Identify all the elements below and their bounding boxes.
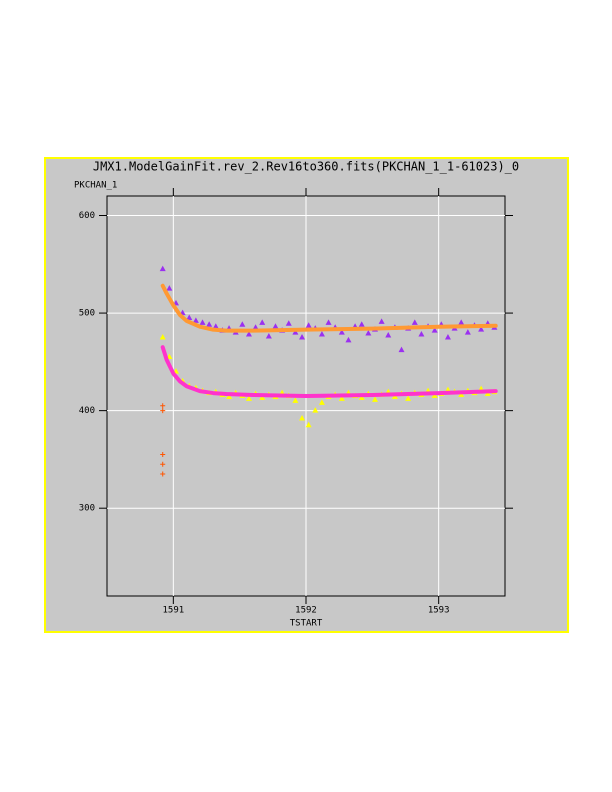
data-point xyxy=(305,421,312,428)
data-point xyxy=(160,403,166,409)
data-point xyxy=(292,397,299,403)
data-point xyxy=(299,333,306,340)
data-point xyxy=(325,319,332,325)
data-point xyxy=(371,396,378,402)
y-tick-label: 600 xyxy=(79,211,95,221)
data-point xyxy=(160,461,166,467)
data-point xyxy=(358,394,365,400)
x-axis-label: TSTART xyxy=(290,619,323,629)
data-point xyxy=(338,329,345,335)
data-point xyxy=(431,392,438,398)
data-point xyxy=(186,314,193,320)
data-point xyxy=(259,319,266,325)
data-point xyxy=(272,323,279,329)
data-point xyxy=(365,330,372,336)
data-point xyxy=(160,408,166,414)
data-point xyxy=(345,336,352,343)
data-point xyxy=(245,395,252,401)
y-tick-label: 300 xyxy=(79,504,95,514)
data-point xyxy=(226,393,233,399)
data-point xyxy=(312,407,319,413)
data-point xyxy=(358,321,365,327)
data-point xyxy=(212,323,219,329)
data-point xyxy=(378,318,385,324)
x-tick-label: 1593 xyxy=(428,606,450,616)
data-point xyxy=(405,395,412,401)
data-point xyxy=(285,320,292,326)
data-point xyxy=(318,399,325,405)
data-point xyxy=(478,326,485,332)
data-point xyxy=(166,285,173,291)
data-point xyxy=(398,346,405,353)
data-point xyxy=(159,265,166,272)
data-point xyxy=(444,333,451,340)
data-point xyxy=(239,321,246,327)
data-point xyxy=(464,329,471,335)
data-point xyxy=(160,471,166,477)
fit-line xyxy=(160,283,498,333)
data-point xyxy=(431,327,438,333)
data-point xyxy=(385,332,392,338)
data-point xyxy=(199,319,206,325)
data-point xyxy=(206,321,213,327)
data-point xyxy=(318,331,325,337)
data-point xyxy=(192,317,199,323)
data-point xyxy=(252,324,259,330)
chart-title: JMX1.ModelGainFit.rev_2.Rev16to360.fits(… xyxy=(93,160,519,174)
data-point xyxy=(259,394,266,400)
fit-line xyxy=(160,345,498,398)
data-point xyxy=(265,332,272,339)
data-point xyxy=(159,333,166,340)
data-point xyxy=(299,414,306,421)
data-point xyxy=(458,319,465,325)
x-tick-label: 1592 xyxy=(295,606,317,616)
data-point xyxy=(411,319,418,325)
y-tick-label: 400 xyxy=(79,406,95,416)
y-tick-label: 500 xyxy=(79,309,95,319)
data-point xyxy=(338,395,345,401)
y-axis-label: PKCHAN_1 xyxy=(74,181,117,191)
data-point xyxy=(245,331,252,337)
data-point xyxy=(418,331,425,337)
data-point xyxy=(160,452,166,458)
x-tick-label: 1591 xyxy=(162,606,184,616)
data-point xyxy=(305,322,312,328)
